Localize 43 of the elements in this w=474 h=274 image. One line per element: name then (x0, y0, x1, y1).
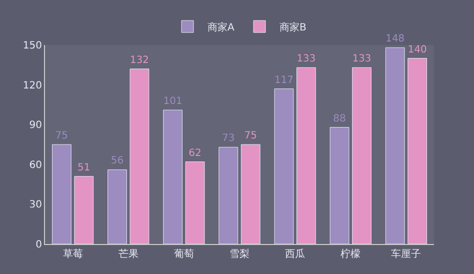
data-label: 117 (274, 74, 294, 86)
bar (218, 146, 238, 244)
bar (274, 88, 294, 244)
legend-label: 商家B (280, 21, 306, 34)
bar (52, 144, 72, 244)
data-label: 148 (386, 34, 405, 45)
bar (130, 68, 150, 244)
y-tick-label: 60 (29, 160, 42, 171)
x-tick-label: 草莓 (62, 248, 83, 260)
x-tick-label: 车厘子 (391, 248, 422, 260)
y-tick-label: 90 (29, 120, 42, 132)
y-tick-label: 120 (22, 80, 42, 92)
data-label: 101 (163, 96, 182, 108)
bar (240, 144, 260, 244)
x-tick-label: 西瓜 (285, 248, 306, 260)
x-tick-label: 雪梨 (230, 248, 250, 260)
data-label: 75 (244, 130, 257, 142)
y-tick-label: 30 (29, 200, 42, 211)
bar (108, 169, 127, 244)
data-label: 133 (352, 54, 372, 65)
x-tick-label: 葡萄 (174, 248, 194, 260)
data-label: 75 (55, 130, 68, 142)
bar (185, 162, 205, 244)
data-label: 56 (110, 156, 124, 167)
bar (74, 176, 94, 244)
data-label: 140 (408, 44, 427, 56)
bar (408, 58, 428, 244)
bar (352, 67, 372, 244)
data-label: 73 (222, 133, 235, 144)
data-label: 51 (78, 162, 90, 174)
y-tick-label: 0 (36, 240, 42, 250)
data-label: 62 (188, 148, 202, 159)
x-tick-label: 柠檬 (340, 248, 361, 260)
bar (296, 67, 316, 244)
x-tick-label: 芒果 (118, 248, 138, 260)
data-label: 132 (130, 54, 149, 66)
data-label: 133 (296, 54, 316, 65)
y-tick-label: 150 (22, 40, 42, 52)
legend-label: 商家A (208, 21, 234, 34)
bar (385, 47, 405, 244)
bar (163, 110, 183, 244)
data-label: 88 (333, 113, 346, 124)
bar (330, 127, 350, 244)
